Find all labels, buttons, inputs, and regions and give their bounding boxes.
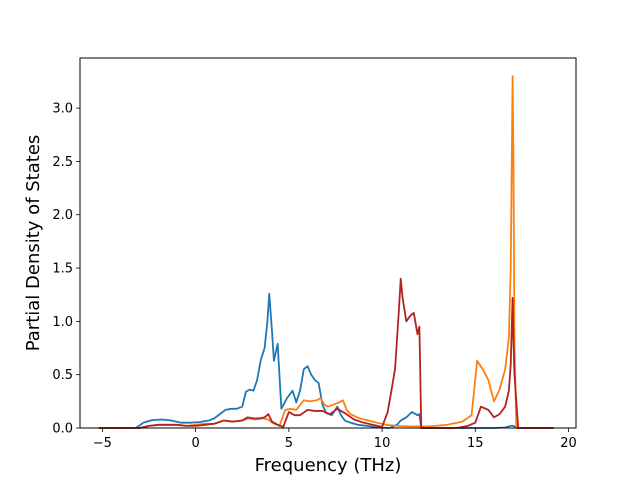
y-tick-label: 1.0 [52, 315, 73, 330]
y-tick-label: 0.0 [52, 422, 73, 437]
y-axis-label: Partial Density of States [23, 135, 44, 352]
x-tick-label: 15 [467, 436, 484, 451]
x-tick-label: −5 [93, 436, 112, 451]
y-tick-label: 2.5 [52, 155, 73, 170]
y-tick-label: 0.5 [52, 368, 73, 383]
x-tick-label: 10 [374, 436, 391, 451]
y-tick-label: 3.0 [52, 102, 73, 117]
y-tick-label: 1.5 [52, 262, 73, 277]
series-line-3 [98, 277, 554, 429]
y-tick-label: 2.0 [52, 208, 73, 223]
x-tick-label: 5 [285, 436, 293, 451]
x-tick-label: 0 [191, 436, 199, 451]
plot-frame [79, 57, 577, 429]
y-axis: 0.0 0.5 1.0 1.5 2.0 2.5 3.0 [52, 102, 80, 437]
x-tick-label: 20 [560, 436, 577, 451]
x-axis: −5 0 5 10 15 20 [93, 428, 577, 451]
x-axis-label: Frequency (THz) [255, 455, 402, 476]
